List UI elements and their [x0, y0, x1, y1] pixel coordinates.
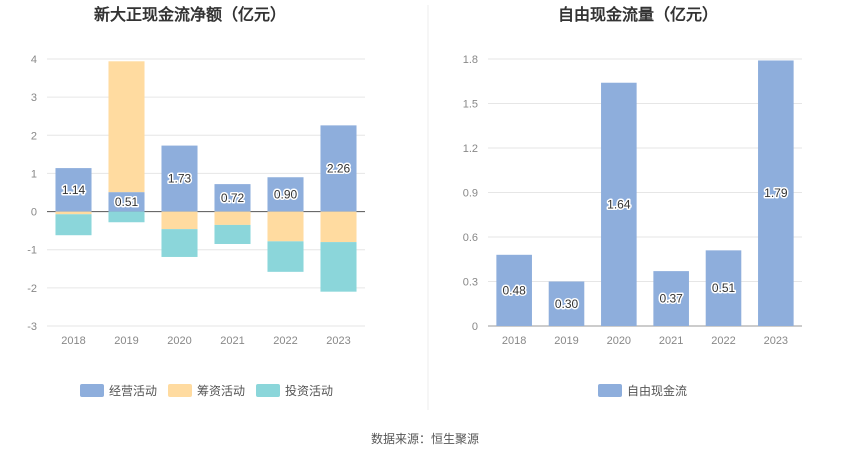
right-bar-自由现金流-2022[interactable]	[705, 250, 742, 326]
right-data-label: 0.51	[712, 281, 736, 295]
left-y-tick-label: 2	[31, 130, 37, 142]
right-data-label: 1.64	[607, 197, 631, 211]
left-bar-筹资活动-2019[interactable]	[108, 61, 145, 193]
left-bar-筹资活动-2018[interactable]	[55, 211, 92, 215]
right-x-tick-label: 2022	[711, 335, 735, 347]
right-data-label: 0.48	[502, 283, 526, 297]
left-y-tick-label: -3	[27, 321, 37, 333]
left-data-label: 1.73	[168, 172, 192, 186]
right-bar-自由现金流-2021[interactable]	[653, 271, 689, 326]
left-bar-投资活动-2020[interactable]	[161, 229, 198, 257]
right-bar-自由现金流-2019[interactable]	[548, 281, 585, 327]
right-bar-自由现金流-2020[interactable]	[601, 82, 637, 326]
left-data-label: 2.26	[327, 161, 351, 175]
left-bar-投资活动-2021[interactable]	[214, 224, 251, 244]
right-data-labels: 0.48 0.30 1.64 0.37 0.51 1.79	[501, 185, 789, 313]
left-y-tick-label: 3	[31, 92, 37, 104]
legend-label-financing[interactable]: 筹资活动	[197, 384, 245, 398]
left-bar-经营活动-2021[interactable]	[214, 184, 251, 212]
right-chart-title: 自由现金流量（亿元）	[558, 5, 718, 24]
right-bars	[496, 60, 794, 327]
right-x-tick-label: 2018	[502, 335, 526, 347]
left-data-labels: 1.14 0.51 1.73 0.72 0.90 2.26	[60, 160, 352, 210]
left-gridlines	[47, 58, 365, 327]
left-y-tick-label: -2	[27, 283, 37, 295]
cash-flow-net-chart: 新大正现金流净额（亿元） -3 -2 -1 0 1 2 3 4 2018 2019 2020 202…	[27, 5, 365, 398]
left-x-axis: 2018 2019 2020 2021 2022 2023	[61, 335, 350, 347]
left-bar-投资活动-2022[interactable]	[267, 241, 304, 272]
right-x-tick-label: 2023	[764, 335, 788, 347]
left-bars	[55, 61, 357, 292]
left-data-label: 1.14	[62, 183, 86, 197]
legend-label-investing[interactable]: 投资活动	[285, 383, 333, 398]
right-gridlines	[488, 58, 802, 327]
right-y-tick-label: 0.3	[463, 277, 478, 289]
right-y-tick-label: 0	[472, 321, 478, 333]
left-y-tick-label: 1	[31, 168, 37, 180]
left-y-tick-label: 0	[31, 207, 37, 219]
legend-label-fcf[interactable]: 自由现金流	[627, 383, 687, 398]
right-legend: 自由现金流	[598, 383, 687, 398]
data-source: 数据来源：恒生聚源	[371, 431, 479, 446]
left-x-tick-label: 2021	[220, 335, 244, 347]
left-bar-投资活动-2019[interactable]	[108, 211, 145, 223]
left-bar-经营活动-2023[interactable]	[320, 125, 357, 212]
left-bar-筹资活动-2021[interactable]	[214, 211, 251, 225]
left-legend: 经营活动 筹资活动 投资活动	[80, 383, 333, 398]
right-x-tick-label: 2019	[554, 335, 578, 347]
left-bar-筹资活动-2022[interactable]	[267, 211, 304, 242]
left-data-label: 0.72	[221, 191, 245, 205]
left-bar-筹资活动-2020[interactable]	[161, 211, 198, 230]
right-y-tick-label: 1.5	[463, 99, 478, 111]
right-data-label: 0.37	[659, 292, 683, 306]
right-y-tick-label: 1.8	[463, 54, 478, 66]
left-bar-经营活动-2022[interactable]	[267, 177, 304, 212]
legend-swatch-investing[interactable]	[256, 384, 280, 397]
right-y-axis: 0 0.3 0.6 0.9 1.2 1.5 1.8	[463, 54, 478, 333]
right-y-tick-label: 0.6	[463, 232, 478, 244]
right-x-tick-label: 2020	[607, 335, 631, 347]
left-bar-经营活动-2019[interactable]	[108, 192, 145, 212]
left-x-tick-label: 2020	[167, 335, 191, 347]
legend-swatch-fcf[interactable]	[598, 384, 622, 397]
right-data-label: 0.30	[555, 297, 579, 311]
left-bar-经营活动-2018[interactable]	[55, 168, 92, 212]
left-x-tick-label: 2018	[61, 335, 85, 347]
left-bar-经营活动-2020[interactable]	[161, 145, 198, 212]
left-y-tick-label: -1	[27, 245, 37, 257]
left-bar-投资活动-2023[interactable]	[320, 242, 357, 292]
left-data-label: 0.51	[115, 195, 139, 209]
legend-label-operating[interactable]: 经营活动	[109, 384, 157, 398]
free-cash-flow-chart: 自由现金流量（亿元） 00.30.60.91.21.51.8 2018 2019 2…	[463, 5, 802, 398]
left-x-tick-label: 2023	[326, 335, 350, 347]
right-y-tick-label: 1.2	[463, 143, 478, 155]
left-x-tick-label: 2019	[114, 335, 138, 347]
legend-swatch-operating[interactable]	[80, 384, 104, 397]
right-bar-自由现金流-2023[interactable]	[758, 60, 794, 326]
right-x-tick-label: 2021	[659, 335, 683, 347]
left-y-tick-label: 4	[31, 54, 37, 66]
legend-swatch-financing[interactable]	[168, 384, 192, 397]
right-x-axis: 2018 2019 2020 2021 2022 2023	[502, 335, 788, 347]
left-x-tick-label: 2022	[273, 335, 297, 347]
right-y-tick-label: 0.9	[463, 188, 478, 200]
right-data-label: 1.79	[764, 186, 788, 200]
left-data-label: 0.90	[274, 187, 298, 201]
left-y-axis: -3 -2 -1 0 1 2 3 4	[27, 54, 37, 333]
left-bar-投资活动-2018[interactable]	[55, 214, 92, 236]
left-bar-筹资活动-2023[interactable]	[320, 211, 357, 243]
right-bar-自由现金流-2018[interactable]	[496, 254, 532, 326]
left-chart-title: 新大正现金流净额（亿元）	[94, 5, 286, 24]
